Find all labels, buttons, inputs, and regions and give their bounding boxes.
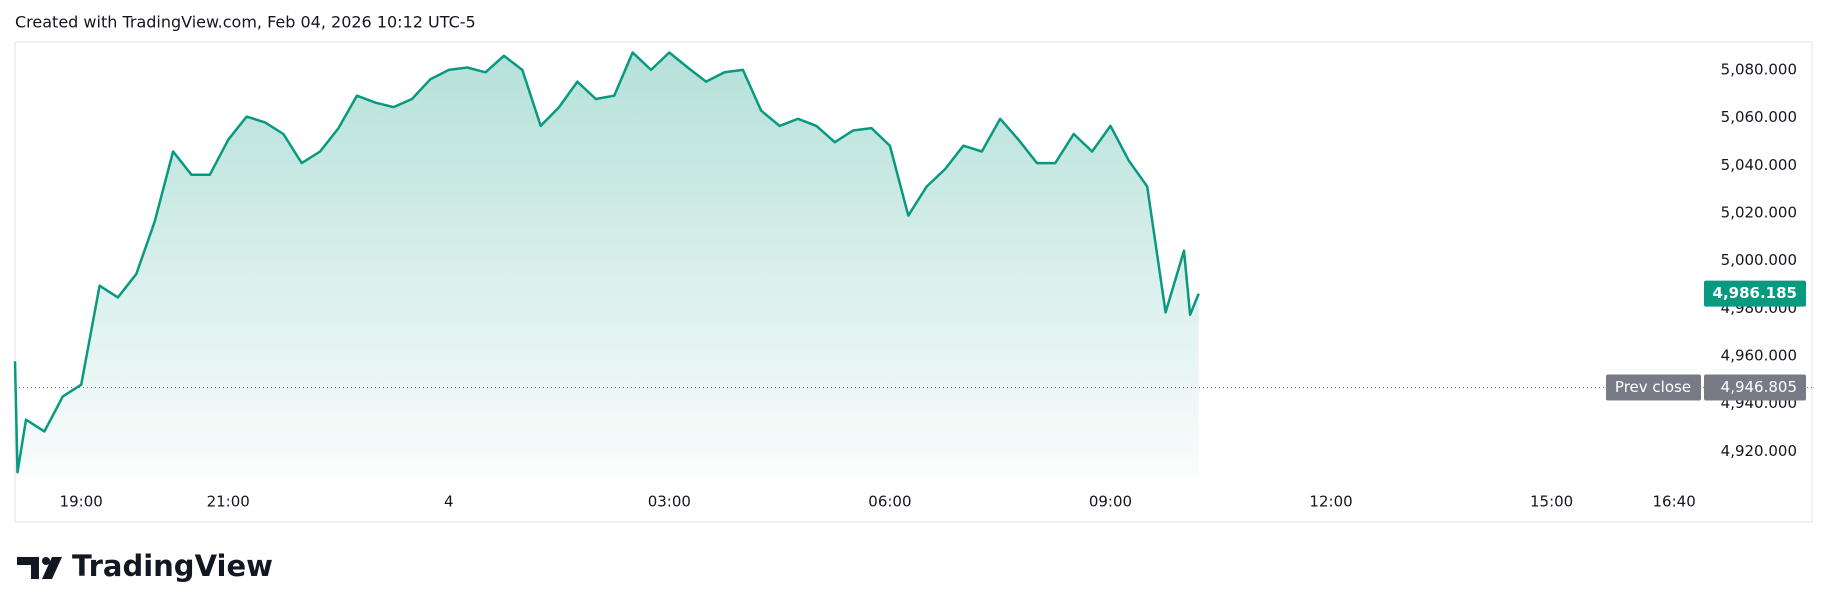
y-tick-label: 4,920.000 — [1721, 442, 1797, 460]
last-price-box — [1704, 280, 1806, 307]
x-tick-label: 16:40 — [1653, 493, 1696, 511]
prev-close-label: 4,946.805 — [1721, 378, 1797, 396]
x-tick-label: 4 — [444, 493, 454, 511]
price-area — [15, 52, 1199, 476]
x-tick-label: 12:00 — [1309, 493, 1352, 511]
x-tick-label: 09:00 — [1089, 493, 1132, 511]
x-tick-label: 03:00 — [648, 493, 691, 511]
y-tick-label: 5,000.000 — [1721, 251, 1797, 269]
y-tick-label: 5,080.000 — [1721, 60, 1797, 78]
prev-close-name: Prev close — [1615, 378, 1691, 396]
x-tick-label: 06:00 — [868, 493, 911, 511]
x-tick-label: 21:00 — [207, 493, 250, 511]
prev-close-name-box — [1606, 374, 1701, 401]
brand-logo — [17, 557, 62, 579]
y-tick-label: 5,040.000 — [1721, 156, 1797, 174]
chart-title: Created with TradingView.com, Feb 04, 20… — [15, 13, 476, 32]
x-tick-label: 19:00 — [60, 493, 103, 511]
brand-name: TradingView — [72, 549, 273, 583]
prev-close-box — [1704, 374, 1806, 401]
y-tick-label: 4,960.000 — [1721, 347, 1797, 365]
y-tick-label: 5,020.000 — [1721, 203, 1797, 221]
last-price-label: 4,986.185 — [1713, 284, 1797, 302]
chart-frame — [14, 41, 1813, 523]
y-tick-label: 5,060.000 — [1721, 108, 1797, 126]
x-tick-label: 15:00 — [1530, 493, 1573, 511]
price-line — [13, 51, 1200, 474]
